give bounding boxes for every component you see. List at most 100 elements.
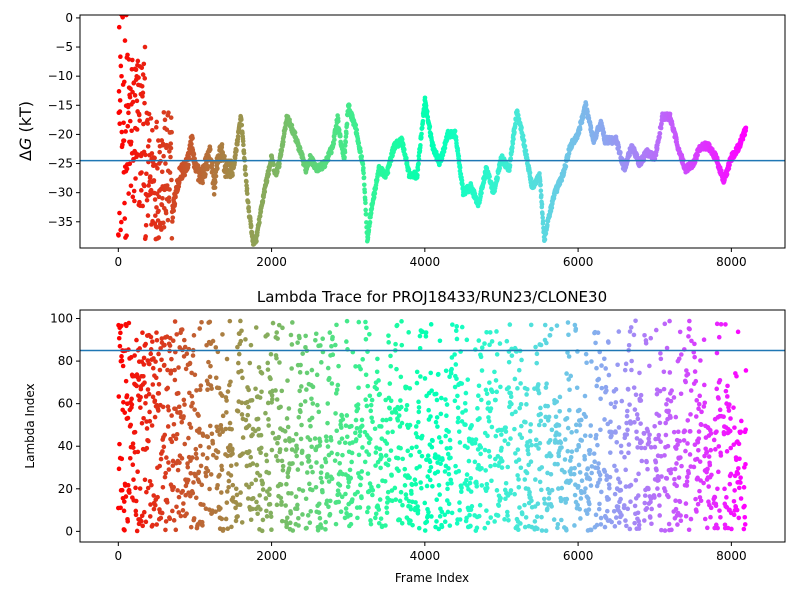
lambda-point [266, 470, 272, 476]
lambda-point [543, 528, 549, 533]
delta-g-point [122, 38, 128, 43]
lambda-point [213, 509, 218, 514]
delta-g-point [667, 111, 673, 117]
lambda-point [468, 476, 474, 481]
lambda-point [237, 502, 243, 508]
lambda-point [484, 485, 490, 491]
lambda-point [356, 385, 361, 391]
delta-g-point [159, 202, 165, 208]
lambda-point [234, 462, 239, 467]
lambda-point [708, 505, 714, 511]
lambda-point [253, 325, 259, 330]
lambda-point [150, 522, 155, 528]
lambda-point [389, 488, 395, 493]
delta-g-point [149, 151, 155, 156]
lambda-point [559, 517, 564, 523]
delta-g-point [166, 195, 172, 201]
delta-g-point [243, 172, 249, 177]
lambda-point [149, 423, 155, 428]
delta-g-point [119, 73, 124, 79]
lambda-point [343, 506, 349, 511]
y-tick-label: −25 [48, 157, 73, 171]
lambda-point [503, 429, 509, 434]
lambda-point [156, 351, 161, 357]
lambda-point [572, 465, 577, 471]
lambda-point [456, 429, 462, 434]
lambda-point [162, 432, 168, 438]
lambda-point [687, 452, 693, 457]
lambda-point [268, 351, 274, 357]
lambda-point [330, 352, 336, 358]
y-tick-label: 0 [65, 11, 73, 25]
lambda-point [297, 335, 302, 341]
delta-g-point [385, 170, 391, 176]
lambda-point [141, 509, 147, 515]
delta-g-point [266, 171, 271, 177]
lambda-point [622, 367, 628, 373]
lambda-point [123, 378, 129, 384]
lambda-point [544, 340, 549, 346]
lambda-point [269, 447, 275, 453]
lambda-point [535, 526, 540, 531]
lambda-point [634, 429, 639, 435]
lambda-point [366, 452, 372, 457]
lambda-point [198, 463, 204, 469]
lambda-point [376, 378, 381, 383]
lambda-point [379, 436, 385, 441]
lambda-point [485, 433, 490, 439]
lambda-point [327, 498, 333, 504]
delta-g-point [516, 113, 521, 118]
lambda-point [344, 318, 350, 324]
delta-g-point [342, 154, 347, 160]
lambda-point [370, 492, 375, 498]
lambda-point [215, 482, 220, 488]
lambda-point [589, 464, 595, 469]
lambda-point [722, 522, 728, 528]
lambda-point [559, 485, 565, 491]
lambda-point [701, 404, 707, 409]
lambda-point [225, 526, 231, 532]
lambda-point [676, 356, 682, 362]
delta-g-point [239, 122, 245, 128]
lambda-point [668, 398, 674, 404]
lambda-point [399, 420, 405, 426]
lambda-point [274, 397, 280, 402]
delta-g-point [126, 110, 131, 116]
lambda-point [398, 374, 404, 380]
lambda-point [725, 525, 731, 531]
lambda-point [509, 401, 514, 407]
delta-g-point [601, 130, 607, 135]
lambda-point [642, 518, 647, 523]
lambda-point [628, 499, 633, 505]
lambda-point [522, 502, 527, 508]
lambda-point [718, 514, 723, 520]
delta-g-point [588, 125, 594, 131]
lambda-point [325, 420, 330, 426]
delta-g-point [416, 161, 421, 167]
delta-g-point [577, 126, 583, 132]
lambda-point [534, 442, 539, 448]
delta-g-point [135, 58, 141, 64]
lambda-point [533, 344, 538, 350]
lambda-point [677, 499, 683, 505]
lambda-point [698, 358, 703, 363]
delta-g-point [118, 227, 123, 233]
lambda-point [136, 377, 142, 382]
lambda-point [539, 487, 544, 493]
delta-g-point [189, 141, 194, 147]
lambda-point [178, 513, 184, 519]
lambda-point [279, 388, 285, 394]
lambda-point [294, 446, 300, 452]
lambda-point [383, 523, 388, 528]
lambda-point [169, 356, 174, 362]
lambda-point [473, 437, 479, 442]
lambda-point [687, 429, 693, 434]
lambda-point [436, 435, 442, 440]
lambda-point [307, 481, 312, 487]
lambda-point [357, 429, 363, 434]
lambda-point [692, 354, 697, 360]
lambda-point [697, 459, 703, 464]
lambda-point [724, 449, 730, 454]
lambda-point [329, 476, 335, 482]
lambda-point [576, 462, 582, 468]
